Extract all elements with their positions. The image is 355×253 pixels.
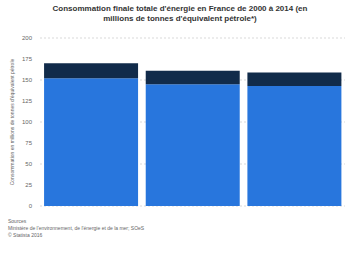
html-text:Sources: Sources	[8, 218, 27, 224]
svg-text:0: 0	[29, 203, 33, 209]
svg-text:75: 75	[25, 140, 32, 146]
svg-text:Consommation en millions de to: Consommation en millions de tonnes d'équ…	[9, 58, 15, 185]
svg-text:25: 25	[25, 182, 32, 188]
svg-text:100: 100	[22, 119, 33, 125]
html-text:Ministère de l'environnement,: Ministère de l'environnement, de l'énerg…	[8, 225, 145, 231]
svg-text:125: 125	[22, 98, 33, 104]
svg-text:200: 200	[22, 35, 33, 41]
html-text:Consommation finale totale d'é: Consommation finale totale d'énergie en …	[52, 4, 308, 23]
html-text:© Statista 2016: © Statista 2016	[8, 232, 43, 238]
svg-text:175: 175	[22, 56, 33, 62]
svg-text:150: 150	[22, 77, 33, 83]
svg-text:50: 50	[25, 161, 32, 167]
